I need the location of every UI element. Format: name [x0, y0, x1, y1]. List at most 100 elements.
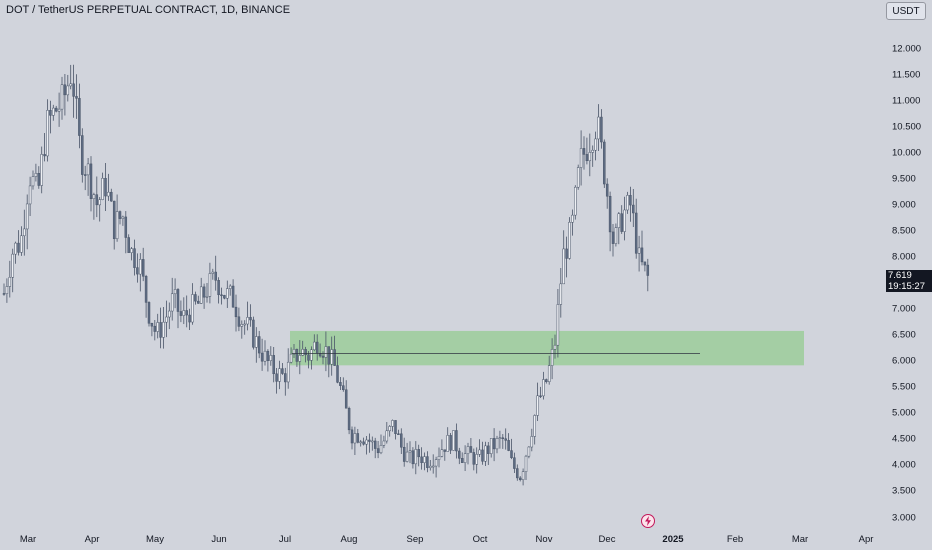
- chart-area[interactable]: DOT / TetherUS PERPETUAL CONTRACT, 1D, B…: [0, 0, 884, 528]
- candle: [481, 441, 484, 465]
- candle: [310, 346, 313, 370]
- candle: [54, 105, 58, 113]
- candle: [20, 226, 23, 256]
- candle: [66, 74, 70, 102]
- candle: [226, 280, 229, 308]
- candle: [487, 442, 490, 465]
- price-tick-label: 12.000: [892, 43, 922, 54]
- candle: [231, 279, 235, 308]
- candle: [423, 452, 426, 471]
- lightning-icon[interactable]: [641, 514, 655, 528]
- candle: [220, 287, 223, 305]
- time-tick-label: Nov: [535, 534, 553, 545]
- candle: [365, 436, 368, 455]
- candle: [397, 429, 400, 435]
- candle: [228, 284, 232, 296]
- candle: [34, 163, 38, 182]
- time-axis[interactable]: Mar Apr May Jun Jul Aug Sep Oct Nov Dec 2025 Feb Mar…: [0, 528, 884, 550]
- candle: [379, 434, 383, 455]
- candle: [124, 211, 128, 254]
- currency-button[interactable]: USDT: [886, 2, 926, 20]
- candle: [417, 444, 420, 467]
- candle: [147, 301, 151, 327]
- candle: [458, 447, 461, 465]
- candle: [591, 145, 594, 167]
- time-tick-label: Mar: [19, 534, 37, 545]
- candle: [620, 205, 623, 234]
- candle: [521, 468, 525, 486]
- candle: [330, 336, 333, 376]
- support-zone[interactable]: [290, 330, 804, 366]
- price-axis[interactable]: 12.000 11.500 11.000 10.500 10.000 9.500 9.000…: [884, 0, 932, 528]
- price-tick-label: 8.500: [892, 225, 916, 237]
- candle: [411, 447, 415, 469]
- candle: [249, 304, 252, 327]
- time-tick-label: Dec: [598, 534, 616, 545]
- candle: [98, 197, 101, 222]
- candle: [420, 447, 423, 470]
- bar-countdown: 19:15:27: [888, 280, 925, 292]
- candle: [159, 307, 162, 349]
- candle: [43, 133, 46, 162]
- candle: [133, 239, 136, 276]
- price-tick-label: 3.500: [892, 485, 916, 497]
- price-tick-label: 9.500: [892, 173, 916, 185]
- candle: [498, 430, 502, 449]
- candle: [347, 406, 351, 435]
- candle: [501, 434, 505, 449]
- candle: [289, 347, 293, 364]
- candle: [69, 64, 72, 90]
- candle: [40, 146, 43, 194]
- candle: [162, 307, 165, 349]
- candle: [594, 131, 597, 161]
- candle: [2, 283, 6, 296]
- candle: [574, 185, 577, 220]
- time-tick-label: May: [146, 534, 164, 545]
- candle: [182, 297, 186, 325]
- candle: [165, 300, 168, 338]
- candle: [214, 255, 217, 291]
- candle: [23, 209, 26, 256]
- candle: [565, 236, 568, 278]
- candle: [466, 442, 470, 465]
- candle: [86, 158, 90, 196]
- candle: [260, 338, 264, 371]
- time-tick-label: Jun: [211, 534, 227, 545]
- candle: [356, 428, 360, 444]
- candle: [5, 278, 9, 303]
- candle: [333, 335, 336, 366]
- candle: [307, 351, 310, 369]
- candle: [579, 130, 583, 186]
- candle: [385, 421, 389, 444]
- candle: [240, 320, 244, 339]
- candle: [78, 83, 81, 149]
- candle: [376, 441, 380, 459]
- candle: [524, 454, 528, 481]
- candle: [141, 247, 145, 282]
- candle: [197, 295, 200, 304]
- candle: [629, 186, 632, 222]
- candle: [101, 172, 104, 201]
- candle: [278, 360, 281, 390]
- candle: [263, 340, 267, 366]
- last-price-tag: 7.619 19:15:27: [886, 269, 932, 292]
- price-tick-label: 11.000: [892, 95, 921, 107]
- candle: [185, 295, 188, 328]
- candle: [57, 92, 61, 127]
- candle: [313, 334, 316, 352]
- candle: [266, 349, 270, 372]
- candle: [617, 212, 621, 245]
- candle: [530, 428, 534, 452]
- candle: [513, 452, 516, 473]
- candle: [350, 426, 354, 450]
- candle: [156, 313, 159, 339]
- candlestick-chart[interactable]: [0, 0, 884, 528]
- axis-corner: [884, 528, 932, 550]
- candle: [434, 456, 438, 478]
- candle: [646, 258, 650, 292]
- candle: [571, 209, 574, 236]
- candle: [211, 268, 215, 280]
- candle: [373, 437, 377, 459]
- candle: [568, 217, 571, 260]
- candle: [507, 433, 510, 452]
